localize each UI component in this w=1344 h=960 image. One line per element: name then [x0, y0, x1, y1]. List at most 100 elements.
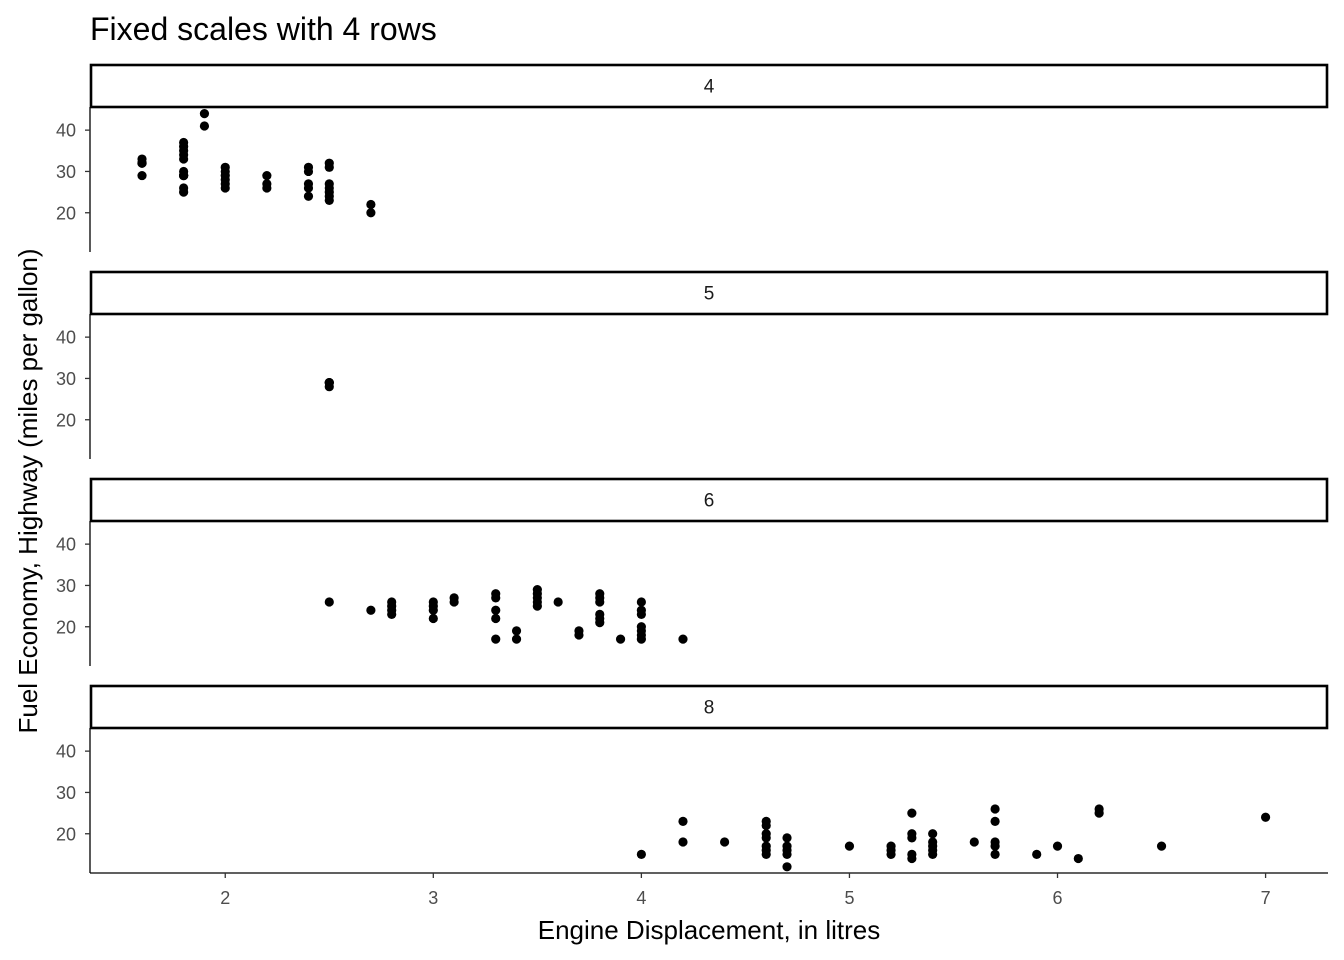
data-point	[720, 837, 730, 847]
data-point	[574, 630, 584, 640]
data-point	[199, 121, 210, 131]
data-point	[324, 597, 334, 607]
x-tick-label: 6	[1053, 888, 1063, 908]
data-point	[1073, 853, 1083, 864]
data-point	[179, 154, 189, 164]
data-point	[782, 833, 792, 843]
data-point	[491, 605, 501, 615]
y-tick-label: 20	[56, 617, 76, 637]
y-tick-label: 20	[56, 824, 76, 844]
data-point	[678, 816, 688, 826]
facet-strip	[89, 270, 1329, 316]
y-tick-label: 30	[56, 162, 76, 182]
data-point	[782, 862, 792, 872]
data-point	[428, 613, 438, 624]
data-point	[595, 618, 605, 628]
data-point	[366, 199, 376, 210]
facet-strip-label: 4	[704, 77, 715, 98]
data-point	[366, 605, 376, 615]
data-point	[1094, 808, 1104, 818]
facet-strip	[89, 63, 1329, 109]
facet-strip-label: 6	[704, 491, 715, 512]
y-tick-label: 40	[56, 535, 76, 555]
data-point	[636, 634, 646, 644]
chart-title: Fixed scales with 4 rows	[90, 11, 437, 47]
data-point	[595, 597, 605, 607]
data-point	[387, 609, 397, 619]
data-point	[636, 597, 646, 607]
data-point	[969, 837, 979, 847]
data-point	[262, 183, 272, 193]
facet-panel-8: 8 20 30 40	[56, 684, 1329, 873]
data-point	[511, 626, 522, 636]
data-point	[179, 187, 189, 197]
facet-strip	[89, 684, 1329, 730]
data-point	[179, 170, 189, 181]
data-point	[907, 833, 917, 843]
x-tick-label: 3	[428, 888, 438, 908]
y-tick-label: 20	[56, 203, 76, 223]
data-point	[449, 597, 459, 607]
facet-strip-label: 5	[704, 284, 715, 305]
data-point	[366, 208, 376, 218]
data-point	[990, 849, 1000, 860]
data-point	[553, 597, 563, 607]
data-point	[928, 829, 938, 839]
data-point	[532, 601, 542, 611]
facet-panel-6: 6 20 30 40	[56, 477, 1329, 666]
data-point	[428, 605, 438, 615]
data-point	[179, 137, 189, 148]
facet-panel-5: 5 20 30 40	[56, 270, 1329, 459]
data-point	[262, 170, 272, 181]
data-point	[678, 634, 688, 644]
data-point	[678, 837, 688, 847]
data-point	[137, 158, 147, 168]
data-point	[990, 841, 1000, 851]
data-point	[324, 195, 334, 205]
data-point	[636, 609, 646, 619]
data-point	[761, 849, 771, 860]
data-point	[1156, 841, 1167, 851]
data-point	[636, 849, 646, 860]
data-point	[886, 849, 896, 860]
data-point	[491, 613, 501, 624]
data-point	[220, 170, 230, 181]
data-point	[761, 833, 771, 843]
data-point	[761, 820, 771, 831]
y-tick-label: 30	[56, 783, 76, 803]
y-tick-label: 30	[56, 369, 76, 389]
x-tick-label: 2	[220, 888, 230, 908]
data-point	[303, 183, 314, 193]
data-point	[844, 841, 855, 851]
x-axis: 2 3 4 5 6 7	[90, 872, 1328, 908]
data-point	[220, 179, 230, 189]
data-point	[1032, 849, 1042, 860]
y-tick-label: 40	[56, 742, 76, 762]
facet-panel-4: 4 20 30 40	[56, 63, 1329, 252]
x-tick-label: 7	[1261, 888, 1271, 908]
data-point	[990, 804, 1000, 814]
y-tick-label: 30	[56, 576, 76, 596]
y-tick-label: 40	[56, 121, 76, 141]
data-point	[137, 170, 147, 181]
y-axis-title: Fuel Economy, Highway (miles per gallon)	[13, 248, 43, 733]
facet-panels: 4 20 30 40 5 20 30 40 6 20 30 40 8 20 30 40	[56, 63, 1329, 873]
y-tick-label: 40	[56, 328, 76, 348]
data-point	[491, 593, 501, 603]
data-point	[615, 634, 626, 644]
data-point	[491, 634, 501, 644]
facet-strip	[89, 477, 1329, 523]
x-tick-label: 4	[636, 888, 646, 908]
data-point	[1260, 812, 1271, 822]
data-point	[782, 849, 792, 860]
x-axis-title: Engine Displacement, in litres	[538, 915, 881, 945]
data-point	[324, 377, 334, 388]
data-point	[928, 849, 938, 860]
data-point	[511, 634, 522, 644]
data-point	[907, 853, 917, 864]
x-tick-label: 5	[844, 888, 854, 908]
y-tick-label: 20	[56, 410, 76, 430]
data-point	[907, 808, 917, 818]
